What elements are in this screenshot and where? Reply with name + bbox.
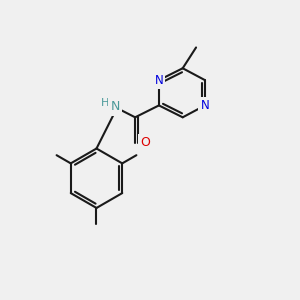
Text: O: O xyxy=(141,136,151,149)
Text: N: N xyxy=(154,74,163,87)
Text: N: N xyxy=(110,100,120,113)
Text: H: H xyxy=(101,98,110,108)
Text: N: N xyxy=(201,99,209,112)
